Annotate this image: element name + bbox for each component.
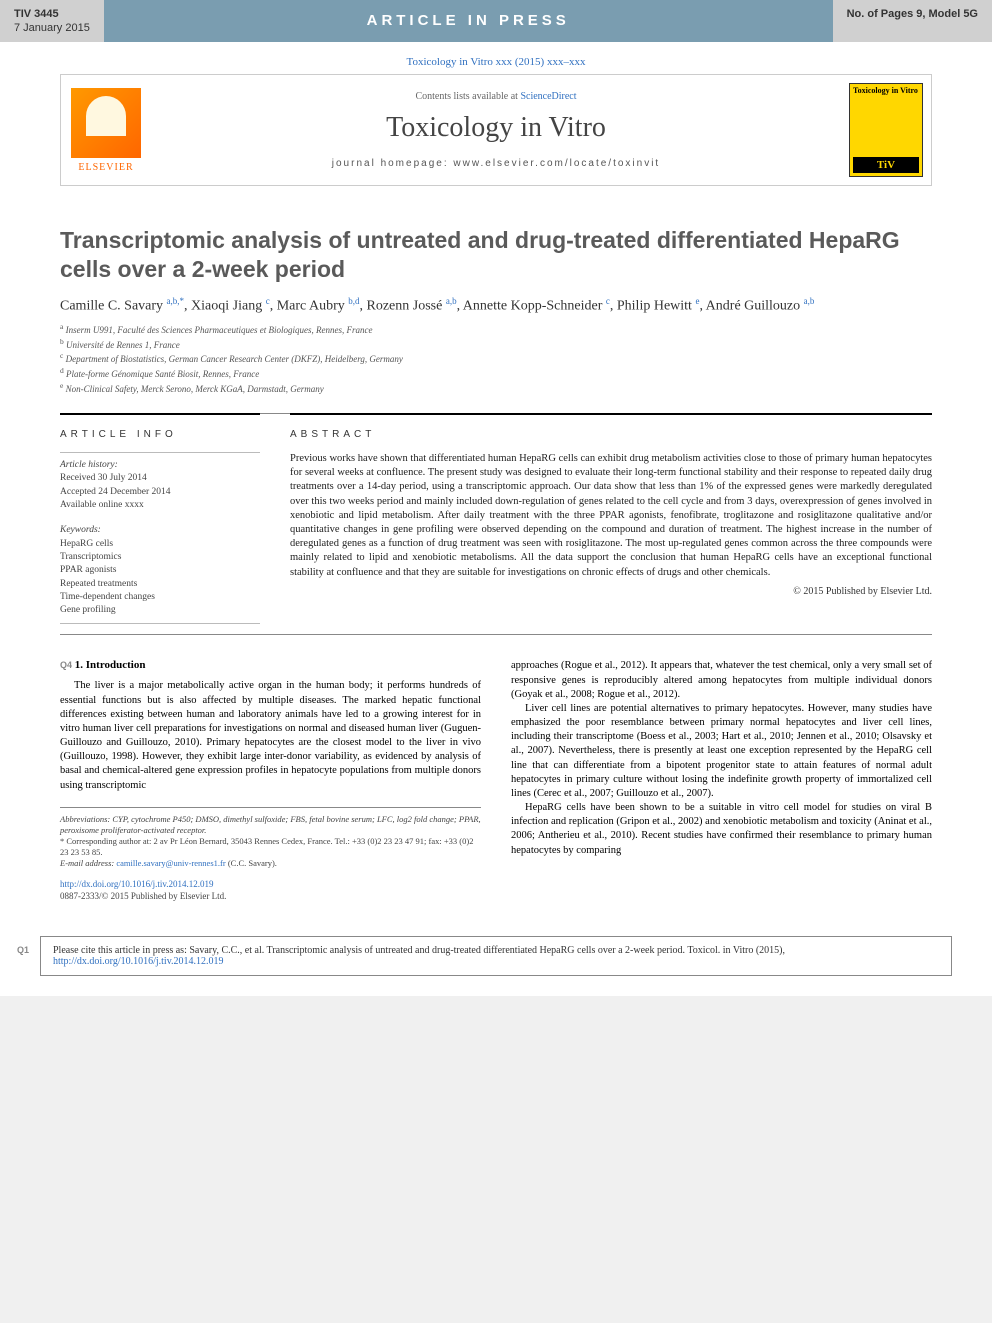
history-block: Article history: Received 30 July 2014 A… — [60, 452, 260, 518]
doi-link[interactable]: http://dx.doi.org/10.1016/j.tiv.2014.12.… — [60, 879, 481, 891]
body-columns: Q4 1. Introduction The liver is a major … — [60, 659, 932, 902]
contents-line: Contents lists available at ScienceDirec… — [161, 91, 831, 102]
online-date: Available online xxxx — [60, 499, 260, 512]
intro-para-2b: Liver cell lines are potential alternati… — [511, 702, 932, 801]
header-date: 7 January 2015 — [14, 22, 90, 34]
article-info: ARTICLE INFO Article history: Received 3… — [60, 413, 260, 624]
abstract: ABSTRACT Previous works have shown that … — [290, 413, 932, 624]
elsevier-tree-icon — [71, 88, 141, 158]
article-title: Transcriptomic analysis of untreated and… — [60, 196, 932, 296]
column-left: Q4 1. Introduction The liver is a major … — [60, 659, 481, 902]
sciencedirect-link[interactable]: ScienceDirect — [520, 91, 576, 102]
history-label: Article history: — [60, 459, 260, 472]
abstract-text: Previous works have shown that different… — [290, 452, 932, 580]
cover-title: Toxicology in Vitro — [853, 87, 919, 96]
cover-abbrev: TiV — [853, 157, 919, 173]
intro-para-2a: approaches (Rogue et al., 2012). It appe… — [511, 659, 932, 702]
column-right: approaches (Rogue et al., 2012). It appe… — [511, 659, 932, 902]
keywords-list: HepaRG cellsTranscriptomicsPPAR agonists… — [60, 538, 260, 618]
email-suffix: (C.C. Savary). — [226, 858, 277, 868]
cite-doi-link[interactable]: http://dx.doi.org/10.1016/j.tiv.2014.12.… — [53, 956, 224, 967]
doi-url[interactable]: http://dx.doi.org/10.1016/j.tiv.2014.12.… — [60, 879, 214, 889]
article-content: Transcriptomic analysis of untreated and… — [0, 186, 992, 922]
accepted-date: Accepted 24 December 2014 — [60, 486, 260, 499]
abstract-copyright: © 2015 Published by Elsevier Ltd. — [290, 586, 932, 597]
footnotes: Abbreviations: CYP, cytochrome P450; DMS… — [60, 807, 481, 903]
article-status: ARTICLE IN PRESS — [104, 0, 833, 42]
article-info-heading: ARTICLE INFO — [60, 429, 260, 440]
cite-text: Please cite this article in press as: Sa… — [53, 945, 785, 956]
abstract-heading: ABSTRACT — [290, 429, 932, 440]
q1-marker: Q1 — [17, 945, 29, 955]
issn-copyright: 0887-2333/© 2015 Published by Elsevier L… — [60, 891, 481, 903]
keywords-block: Keywords: HepaRG cellsTranscriptomicsPPA… — [60, 518, 260, 624]
email-label: E-mail address: — [60, 858, 116, 868]
journal-banner: ELSEVIER Contents lists available at Sci… — [60, 74, 932, 186]
abbreviations: Abbreviations: CYP, cytochrome P450; DMS… — [60, 814, 481, 836]
journal-citation-line: Toxicology in Vitro xxx (2015) xxx–xxx — [0, 42, 992, 74]
citation-box: Q1 Please cite this article in press as:… — [40, 936, 952, 976]
affiliations: a Inserm U991, Faculté des Sciences Phar… — [60, 322, 932, 395]
journal-homepage: journal homepage: www.elsevier.com/locat… — [161, 158, 831, 169]
page: TIV 3445 7 January 2015 ARTICLE IN PRESS… — [0, 0, 992, 996]
publisher-logo-block: ELSEVIER — [61, 78, 151, 183]
keywords-label: Keywords: — [60, 524, 260, 537]
header-left: TIV 3445 7 January 2015 — [0, 0, 104, 42]
publisher-name: ELSEVIER — [71, 162, 141, 173]
corresponding-author: * Corresponding author at: 2 av Pr Léon … — [60, 836, 481, 858]
contents-text: Contents lists available at — [415, 91, 520, 102]
intro-heading-text: 1. Introduction — [75, 659, 146, 671]
proof-header: TIV 3445 7 January 2015 ARTICLE IN PRESS… — [0, 0, 992, 42]
banner-center: Contents lists available at ScienceDirec… — [151, 81, 841, 179]
tiv-code: TIV 3445 — [14, 8, 90, 20]
journal-cover-block: Toxicology in Vitro TiV — [841, 75, 931, 185]
intro-heading: Q4 1. Introduction — [60, 659, 481, 671]
journal-name: Toxicology in Vitro — [161, 112, 831, 144]
intro-para-2c: HepaRG cells have been shown to be a sui… — [511, 801, 932, 858]
author-email-link[interactable]: camille.savary@univ-rennes1.fr — [116, 858, 225, 868]
received-date: Received 30 July 2014 — [60, 472, 260, 485]
intro-para-1: The liver is a major metabolically activ… — [60, 679, 481, 792]
abbrev-text: Abbreviations: CYP, cytochrome P450; DMS… — [60, 814, 481, 835]
authors: Camille C. Savary a,b,*, Xiaoqi Jiang c,… — [60, 296, 932, 323]
info-abstract-row: ARTICLE INFO Article history: Received 3… — [60, 413, 932, 635]
header-model: No. of Pages 9, Model 5G — [833, 0, 992, 42]
journal-cover-icon: Toxicology in Vitro TiV — [849, 83, 923, 177]
q4-marker: Q4 — [60, 660, 72, 670]
email-line: E-mail address: camille.savary@univ-renn… — [60, 858, 481, 869]
